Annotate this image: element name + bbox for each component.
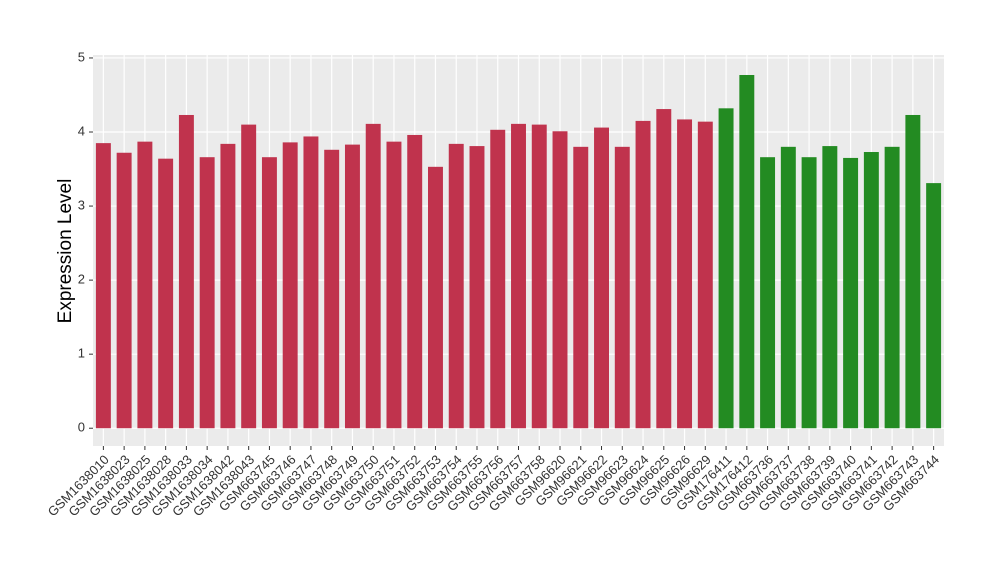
bar <box>178 114 194 429</box>
bar <box>635 120 651 429</box>
bar <box>116 152 132 429</box>
bar <box>365 123 381 429</box>
bar <box>863 152 879 429</box>
bar <box>324 149 340 429</box>
bar <box>531 124 547 429</box>
bar <box>490 129 506 429</box>
bar <box>884 146 900 429</box>
bar <box>95 143 111 429</box>
bar <box>614 146 630 429</box>
bar <box>697 121 713 429</box>
bar <box>905 114 921 429</box>
bar <box>282 142 298 429</box>
y-tick-label: 4 <box>78 123 85 138</box>
bar <box>573 146 589 429</box>
bar <box>843 157 859 429</box>
bar <box>220 143 236 429</box>
bar <box>199 157 215 429</box>
bar <box>407 134 423 429</box>
bar <box>448 143 464 429</box>
bar <box>677 119 693 429</box>
bar <box>241 124 257 429</box>
bar <box>303 136 319 429</box>
bar <box>801 157 817 429</box>
y-axis-title: Expression Level <box>55 179 76 324</box>
bar <box>656 109 672 429</box>
bar <box>739 74 755 429</box>
bar <box>469 146 485 429</box>
bar <box>926 183 942 429</box>
bar <box>552 131 568 429</box>
bar <box>594 127 609 429</box>
bar <box>261 157 277 429</box>
y-tick-label: 2 <box>78 272 85 287</box>
bar <box>511 123 526 429</box>
bar <box>718 108 734 429</box>
bar <box>386 141 402 429</box>
y-tick-label: 0 <box>78 420 85 435</box>
bar <box>158 158 174 429</box>
y-tick-label: 3 <box>78 198 85 213</box>
bar <box>428 166 443 429</box>
y-tick-label: 5 <box>78 49 85 64</box>
bar <box>344 144 360 429</box>
bar <box>780 146 796 429</box>
y-tick-label: 1 <box>78 346 85 361</box>
bar <box>137 141 153 429</box>
bar <box>822 146 838 429</box>
bar <box>760 157 776 429</box>
